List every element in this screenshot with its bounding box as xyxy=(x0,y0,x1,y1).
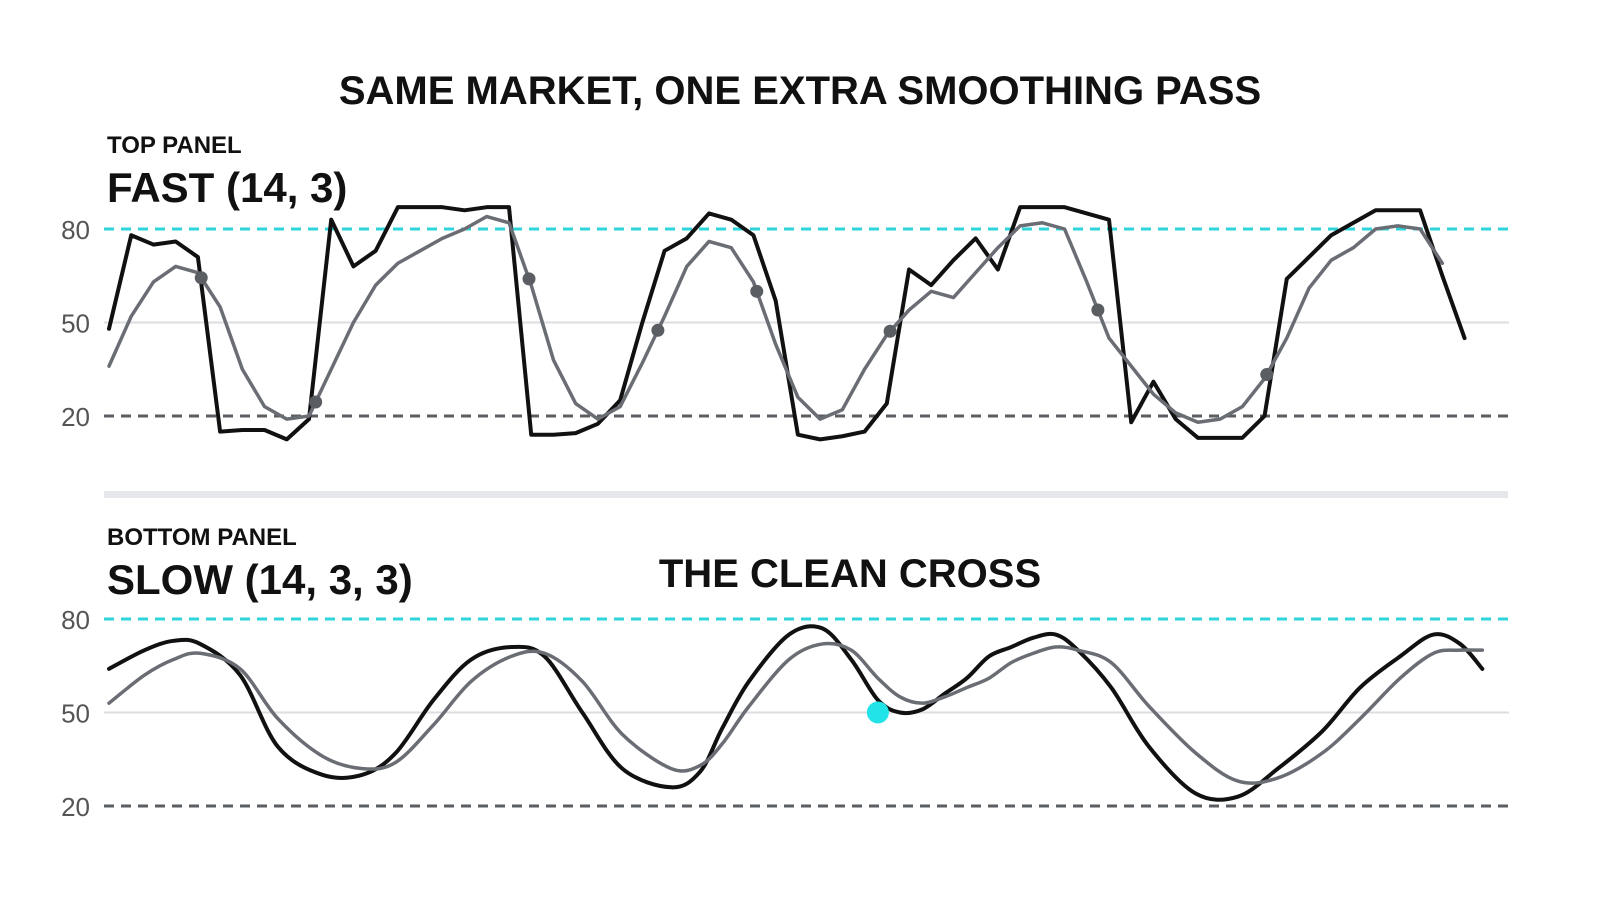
slow-line xyxy=(107,641,1485,785)
bottom-panel: BOTTOM PANEL SLOW (14, 3, 3) THE CLEAN C… xyxy=(61,524,1509,822)
y-tick-label: 50 xyxy=(61,309,90,339)
cross-marker xyxy=(750,284,764,298)
y-tick-label: 80 xyxy=(61,605,90,635)
chart-title: SAME MARKET, ONE EXTRA SMOOTHING PASS xyxy=(339,69,1261,113)
bottom-plot-area: 80 50 20 xyxy=(61,605,1509,822)
top-plot-area: 80 50 20 xyxy=(61,205,1509,442)
y-tick-label: 20 xyxy=(61,402,90,432)
top-panel: TOP PANEL FAST (14, 3) 80 50 20 xyxy=(61,132,1509,442)
panel-divider xyxy=(104,491,1508,498)
bottom-panel-title: SLOW (14, 3, 3) xyxy=(107,556,413,603)
clean-cross-marker xyxy=(866,701,889,724)
bottom-panel-tag: BOTTOM PANEL xyxy=(107,524,297,551)
y-tick-label: 20 xyxy=(61,792,90,822)
y-tick-label: 80 xyxy=(61,215,90,245)
slow-line xyxy=(107,214,1445,424)
cross-marker xyxy=(883,324,897,338)
clean-cross-annotation: THE CLEAN CROSS xyxy=(659,552,1041,596)
cross-marker xyxy=(194,271,208,285)
cross-marker xyxy=(309,395,323,409)
cross-marker xyxy=(522,272,536,286)
cross-marker xyxy=(1260,368,1274,382)
fast-line xyxy=(107,624,1485,802)
top-panel-title: FAST (14, 3) xyxy=(107,164,347,211)
y-tick-label: 50 xyxy=(61,699,90,729)
cross-marker xyxy=(651,323,665,337)
cross-marker xyxy=(1091,303,1105,317)
top-panel-tag: TOP PANEL xyxy=(107,132,242,159)
